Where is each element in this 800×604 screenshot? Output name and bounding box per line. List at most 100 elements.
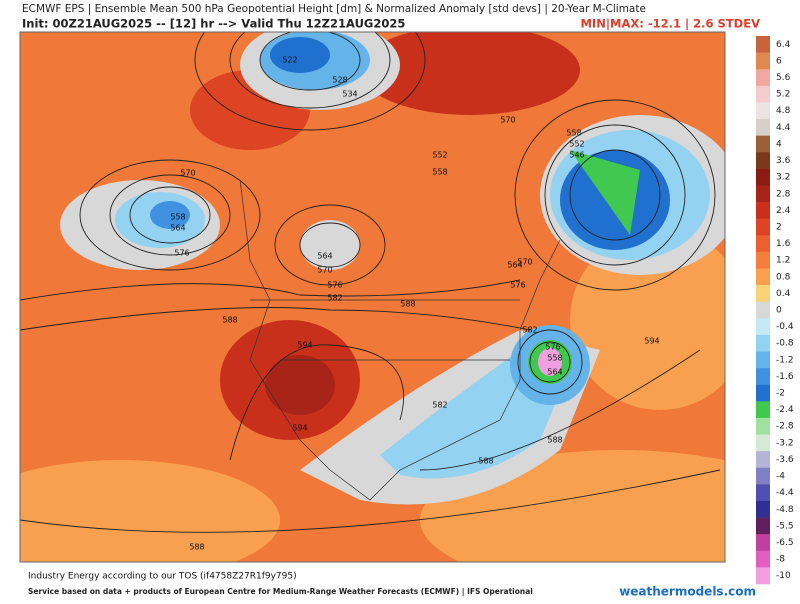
colorbar-label: 1.6 [776, 239, 791, 249]
contour-label: 576 [510, 281, 525, 290]
contour-label: 570 [500, 116, 515, 125]
colorbar-swatch [756, 285, 770, 302]
colorbar-swatch [756, 384, 770, 402]
colorbar-label: -4.4 [776, 488, 794, 498]
contour-label: 588 [400, 300, 415, 309]
colorbar-swatch [756, 500, 770, 518]
colorbar-label: -10 [776, 571, 791, 581]
contour-label: 594 [297, 341, 312, 350]
colorbar-swatch [756, 52, 770, 70]
contour-label: 558 [170, 213, 185, 222]
contour-label: 528 [332, 76, 347, 85]
colorbar-label: 2 [776, 222, 782, 232]
contour-label: 534 [342, 90, 357, 99]
colorbar-label: 4.8 [776, 106, 791, 116]
colorbar-label: 6.4 [776, 40, 791, 50]
colorbar-label: -8 [776, 555, 785, 565]
contour-label: 576 [327, 281, 342, 290]
colorbar-swatch [756, 251, 770, 269]
colorbar-swatch [756, 218, 770, 236]
contour-label: 582 [522, 326, 537, 335]
colorbar-label: 0.4 [776, 289, 791, 299]
colorbar-label: -6.5 [776, 538, 794, 548]
contour-label: 564 [317, 252, 332, 261]
colorbar: 6.4 6 5.6 5.2 4.8 4.4 4 3.6 3.2 2.8 2.4 2 1.6 1.2 0.8 0… [756, 36, 794, 585]
colorbar-swatch [756, 467, 770, 485]
colorbar-label: -5.5 [776, 521, 794, 531]
colorbar-swatch [756, 567, 770, 585]
colorbar-label: -2.4 [776, 405, 794, 415]
colorbar-swatch [756, 268, 770, 286]
service: Service based on data + products of Euro… [28, 587, 533, 597]
colorbar-swatch [756, 401, 770, 419]
colorbar-swatch [756, 451, 770, 469]
contour-label: 576 [545, 343, 560, 352]
colorbar-label: -4.8 [776, 505, 794, 515]
contour-label: 588 [222, 316, 237, 325]
contour-label: 570 [517, 258, 532, 267]
colorbar-swatch [756, 434, 770, 452]
min-max: MIN|MAX: -12.1 | 2.6 STDEV [580, 17, 760, 31]
colorbar-swatch [756, 102, 770, 120]
contour-label: 552 [432, 151, 447, 160]
colorbar-swatch [756, 484, 770, 502]
contour-label: 588 [189, 543, 204, 552]
contour-label: 564 [547, 368, 562, 377]
colorbar-label: 1.2 [776, 256, 790, 266]
colorbar-label: 6 [776, 56, 782, 66]
colorbar-swatch [756, 69, 770, 87]
map-frame [19, 31, 726, 563]
colorbar-label: 0 [776, 306, 782, 316]
colorbar-swatch [756, 534, 770, 552]
site: weathermodels.com [619, 585, 756, 599]
colorbar-swatch [756, 85, 770, 103]
contour-label: 546 [569, 151, 584, 160]
colorbar-swatch [756, 517, 770, 535]
colorbar-label: -2.8 [776, 422, 794, 432]
colorbar-swatch [756, 334, 770, 352]
colorbar-swatch [756, 202, 770, 219]
colorbar-label: 3.6 [776, 156, 791, 166]
colorbar-swatch [756, 36, 770, 53]
colorbar-label: 0.8 [776, 272, 791, 282]
colorbar-swatch [756, 368, 770, 386]
colorbar-swatch [756, 301, 770, 319]
contour-label: 558 [566, 129, 581, 138]
colorbar-swatch [756, 135, 770, 153]
colorbar-label: -1.2 [776, 355, 794, 365]
colorbar-label: -2 [776, 389, 785, 399]
colorbar-label: -0.4 [776, 322, 794, 332]
colorbar-label: 5.6 [776, 73, 791, 83]
contour-label: 594 [644, 337, 659, 346]
colorbar-label: -4 [776, 472, 785, 482]
colorbar-label: -3.6 [776, 455, 794, 465]
colorbar-swatch [756, 351, 770, 369]
colorbar-label: 4 [776, 139, 782, 149]
colorbar-swatch [756, 185, 770, 203]
contour-label: 558 [547, 354, 562, 363]
colorbar-swatch [756, 235, 770, 253]
contour-labels: 522 528 534 552 558 570 558 552 546 570 558 564 576 5… [170, 56, 659, 552]
terms: Industry Energy according to our TOS (if… [28, 572, 297, 582]
colorbar-label: 2.4 [776, 206, 791, 216]
colorbar-label: -1.6 [776, 372, 794, 382]
map [20, 32, 725, 562]
contour-label: 564 [507, 261, 522, 270]
colorbar-label: -3.2 [776, 438, 794, 448]
colorbar-swatch [756, 119, 770, 136]
contour-label: 558 [432, 168, 447, 177]
colorbar-label: 3.2 [776, 173, 790, 183]
contour-label: 570 [317, 266, 332, 275]
colorbar-label: 2.8 [776, 189, 791, 199]
contour-label: 570 [180, 169, 195, 178]
title: ECMWF EPS | Ensemble Mean 500 hPa Geopot… [22, 3, 646, 15]
contour-label: 564 [170, 224, 185, 233]
colorbar-swatch [756, 318, 770, 336]
colorbar-swatch [756, 417, 770, 435]
colorbar-swatch [756, 550, 770, 568]
contour-label: 552 [569, 140, 584, 149]
colorbar-swatch [756, 168, 770, 186]
contour-label: 594 [292, 424, 307, 433]
contour-label: 582 [327, 294, 342, 303]
